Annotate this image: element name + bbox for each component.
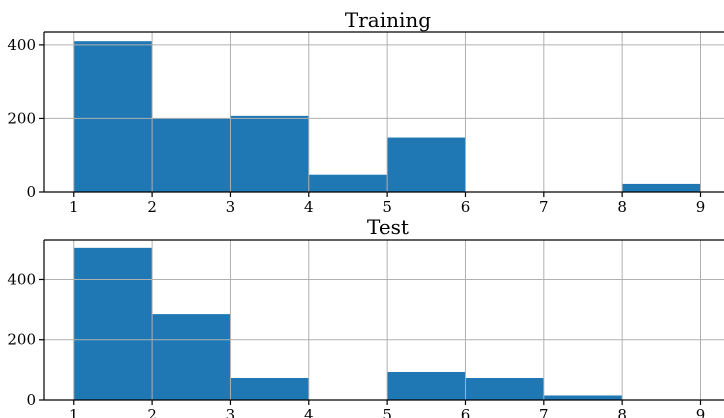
training-title: Training bbox=[345, 8, 431, 32]
test-ytick-label-200: 200 bbox=[7, 331, 36, 349]
test-bar-6-7 bbox=[465, 378, 544, 400]
training-xtick-label-3: 3 bbox=[226, 198, 236, 216]
training-bar-3-4 bbox=[230, 115, 309, 192]
training-bar-5-6 bbox=[387, 137, 466, 192]
training-histogram-panel: Training 1 2 3 4 5 6 7 8 9 0 200 400 bbox=[7, 8, 724, 216]
test-xtick-label-7: 7 bbox=[539, 406, 549, 418]
training-xtick-label-4: 4 bbox=[304, 198, 314, 216]
test-bar-3-4 bbox=[230, 378, 309, 400]
training-bar-8-9 bbox=[622, 183, 701, 192]
test-bar-5-6 bbox=[387, 371, 466, 400]
training-xtick-label-9: 9 bbox=[696, 198, 706, 216]
test-xtick-label-6: 6 bbox=[461, 406, 471, 418]
training-bar-2-3 bbox=[152, 118, 231, 192]
training-bar-4-5 bbox=[308, 174, 388, 192]
training-xtick-label-5: 5 bbox=[382, 198, 392, 216]
test-xtick-label-3: 3 bbox=[226, 406, 236, 418]
test-bar-7-8 bbox=[543, 395, 623, 400]
test-xtick-label-8: 8 bbox=[617, 406, 627, 418]
training-xtick-label-1: 1 bbox=[69, 198, 79, 216]
test-bar-1-2 bbox=[73, 247, 153, 400]
training-xtick-label-7: 7 bbox=[539, 198, 549, 216]
test-ytick-label-400: 400 bbox=[7, 270, 36, 288]
training-ytick-label-0: 0 bbox=[26, 183, 36, 201]
training-bar-1-2 bbox=[73, 41, 153, 192]
training-xtick-label-6: 6 bbox=[461, 198, 471, 216]
test-histogram-panel: Test 1 2 3 4 5 6 7 8 9 0 200 400 bbox=[7, 215, 724, 418]
test-xtick-label-5: 5 bbox=[382, 406, 392, 418]
test-title: Test bbox=[367, 215, 409, 239]
test-bar-2-3 bbox=[152, 314, 231, 400]
test-xtick-label-9: 9 bbox=[696, 406, 706, 418]
training-ytick-label-400: 400 bbox=[7, 36, 36, 54]
training-xtick-label-8: 8 bbox=[617, 198, 627, 216]
training-xtick-label-2: 2 bbox=[147, 198, 157, 216]
test-xtick-label-1: 1 bbox=[69, 406, 79, 418]
test-xtick-label-4: 4 bbox=[304, 406, 314, 418]
training-ytick-label-200: 200 bbox=[7, 109, 36, 127]
test-xtick-label-2: 2 bbox=[147, 406, 157, 418]
test-ytick-label-0: 0 bbox=[26, 391, 36, 409]
